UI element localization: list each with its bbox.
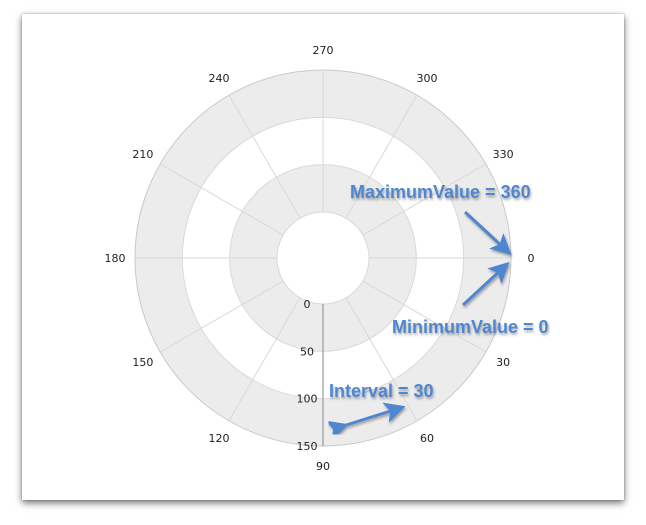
angular-tick-labels: 0 30 60 90 120 150 180 210 240 270 300 330	[105, 44, 535, 473]
radial-bands	[135, 70, 511, 446]
angular-tick-label: 180	[105, 252, 126, 265]
angular-gridline	[362, 280, 487, 353]
angular-gridline	[159, 280, 284, 353]
interval-annotation: Interval = 30	[329, 381, 434, 401]
maximum-value-arrow	[463, 210, 512, 256]
angular-tick-label: 30	[496, 356, 510, 369]
angular-tick-label: 210	[132, 148, 153, 161]
radial-tick-label: 0	[304, 298, 311, 311]
angular-tick-label: 240	[209, 72, 230, 85]
angular-tick-label: 120	[209, 432, 230, 445]
angular-tick-label: 330	[493, 148, 514, 161]
angular-tick-label: 270	[313, 44, 334, 57]
angular-gridline	[345, 297, 418, 422]
angular-gridline	[362, 163, 487, 236]
plot-area	[135, 70, 511, 446]
interval-arrow	[325, 402, 406, 441]
angular-tick-label: 90	[316, 460, 330, 473]
angular-tick-label: 60	[420, 432, 434, 445]
radial-tick-label: 50	[300, 345, 314, 358]
annotations: MaximumValue = 360 MinimumValue = 0 Inte…	[325, 182, 549, 441]
angular-gridline	[159, 163, 284, 236]
radial-tick-label: 100	[297, 393, 318, 406]
radial-band	[229, 164, 417, 352]
angular-gridline	[228, 297, 301, 422]
maximum-value-annotation: MaximumValue = 360	[350, 182, 531, 202]
polar-grid	[134, 69, 512, 447]
angular-gridline	[228, 94, 301, 219]
radial-tick-label: 150	[297, 440, 318, 453]
radial-tick-labels: 0 50 100 150	[297, 298, 318, 453]
angular-tick-label: 150	[132, 356, 153, 369]
angular-tick-label: 300	[417, 72, 438, 85]
minimum-value-annotation: MinimumValue = 0	[392, 317, 549, 337]
minimum-value-arrow	[461, 261, 510, 307]
angular-gridline	[345, 94, 418, 219]
angular-tick-label: 0	[528, 252, 535, 265]
